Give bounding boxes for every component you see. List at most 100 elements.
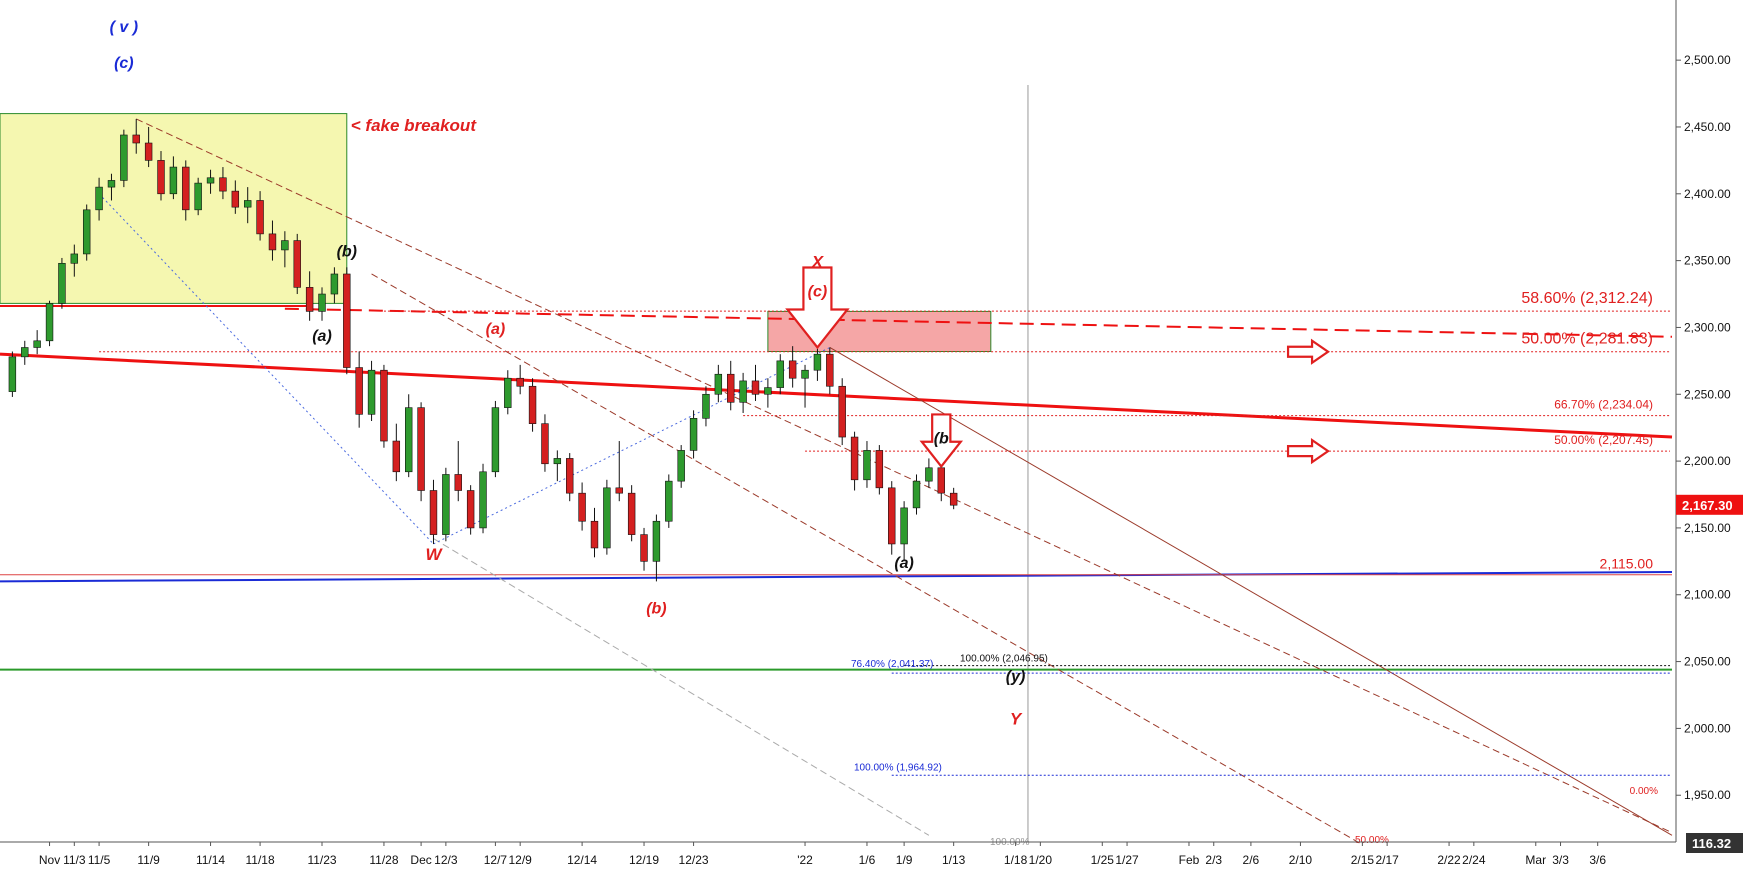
candle-body [776,360,784,388]
wave-label: (c) [808,284,828,301]
x-tick-label: 2/15 [1351,853,1375,867]
arrow-layer [785,266,1331,469]
y-tick-label: 1,950.00 [1684,788,1731,802]
x-tick-label: '22 [797,853,813,867]
x-tick-label: 11/18 [246,853,275,867]
fib-right-arrow-2 [1286,438,1331,465]
candle-body [417,407,425,491]
fib-level-label: 0.00% [1630,786,1658,797]
yellow-box [0,113,348,304]
volume-badge-label: 116.32 [1692,836,1731,851]
candle-body [355,367,363,415]
x-tick-label: 12/9 [508,853,532,867]
candle-body [912,480,921,509]
fib-right-arrow-1 [1286,338,1331,365]
wave-label: (y) [1006,669,1026,686]
y-tick-label: 2,000.00 [1684,721,1731,735]
candle-body [392,440,401,473]
fib-level-label: 50.00% (2,207.45) [1554,433,1653,447]
wave-label: (a) [894,555,914,572]
candle-body [169,166,178,195]
x-tick-label: 2/10 [1289,853,1313,867]
x-tick-label: Mar [1525,853,1546,867]
candle-body [875,450,884,489]
fib-level-label: 100.00% (2,046.95) [960,654,1048,665]
x-wave-down-line [829,347,1673,836]
fib-level-label: 58.60% (2,312.24) [1521,290,1653,307]
candles-layer [8,118,958,582]
candle-body [70,253,79,264]
x-tick-label: 1/20 [1029,853,1053,867]
b-down-arrow [919,413,964,469]
x-tick-label: 12/23 [679,853,709,867]
x-tick-label: 12/3 [434,853,458,867]
x-tick-label: 2/22 [1437,853,1461,867]
candle-body [553,458,562,465]
x-tick-label: 11/5 [88,853,111,867]
candle-body [82,209,91,255]
candle-body [689,418,698,451]
candle-body [318,293,326,312]
candle-body [764,387,772,395]
y-tick-label: 2,150.00 [1684,521,1731,535]
wave-label: (b [934,431,949,448]
red-solid-trendline [0,352,1673,439]
x-tick-label: 11/28 [369,853,398,867]
candle-body [293,240,301,288]
candle-body [95,186,103,211]
x-tick-label: 1/6 [859,853,876,867]
y-tick-label: 2,450.00 [1684,120,1731,134]
fib-level-label: 100.00% (1,964.92) [854,762,942,773]
candle-body [900,507,908,545]
candle-body [442,474,450,535]
x-tick-label: 12/7 [484,853,508,867]
fib-level-label: 2,115.00 [1600,556,1654,572]
fib-level-label: 50.00% [1355,835,1389,846]
candle-body [615,487,623,494]
candle-body [727,373,735,403]
candle-body [578,492,586,522]
candle-body [45,303,54,342]
wave-label: (b) [337,244,357,261]
candle-body [888,487,896,545]
candle-body [268,233,277,251]
blue-dotted-channel [98,193,434,545]
candle-body [429,490,438,535]
wave-label: X [811,252,825,271]
y-tick-label: 2,500.00 [1684,53,1731,67]
candle-body [367,369,376,415]
candle-body [144,142,153,161]
x-tick-label: 2/3 [1205,853,1222,867]
y-tick-label: 2,200.00 [1684,454,1731,468]
volume-badge [1686,833,1743,853]
candle-body [491,407,500,473]
x-tick-label: Dec [410,853,431,867]
y-tick-label: 2,250.00 [1684,387,1731,401]
last-price-badge [1676,494,1743,515]
candle-body [466,490,475,529]
x-tick-label: 12/14 [567,853,597,867]
x-tick-label: 1/9 [896,853,913,867]
candle-body [107,180,116,188]
candle-body [702,393,710,419]
candle-body [182,166,190,211]
candle-body [33,340,41,348]
wave-label: (a) [486,321,506,338]
candle-body [206,177,215,184]
wave-label: (b) [646,600,666,617]
candle-body [219,177,227,192]
candle-body [157,160,165,195]
candle-body [243,200,252,208]
x-tick-label: 11/23 [307,853,336,867]
fib-level-label: 50.00% (2,281.83) [1521,331,1653,348]
blue-support-line [0,571,1673,583]
fib-level-label: 76.40% (2,041.37) [851,659,933,670]
candle-body [739,380,747,403]
trendline-layer [0,85,1673,846]
x-tick-label: 11/9 [137,853,160,867]
candle-body [826,353,834,387]
candle-body [516,377,524,387]
x-tick-label: 2/24 [1462,853,1486,867]
candle-body [454,474,462,491]
x-tick-label: 2/17 [1375,853,1399,867]
